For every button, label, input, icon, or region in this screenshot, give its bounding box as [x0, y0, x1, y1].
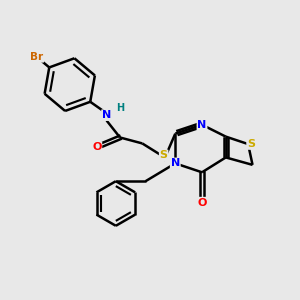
- Text: O: O: [197, 198, 207, 208]
- Text: N: N: [171, 158, 180, 168]
- Text: H: H: [116, 103, 124, 113]
- Text: Br: Br: [30, 52, 43, 62]
- Text: S: S: [160, 150, 168, 160]
- Text: N: N: [102, 110, 111, 120]
- Text: N: N: [197, 120, 207, 130]
- Text: S: S: [247, 139, 255, 149]
- Text: O: O: [92, 142, 101, 152]
